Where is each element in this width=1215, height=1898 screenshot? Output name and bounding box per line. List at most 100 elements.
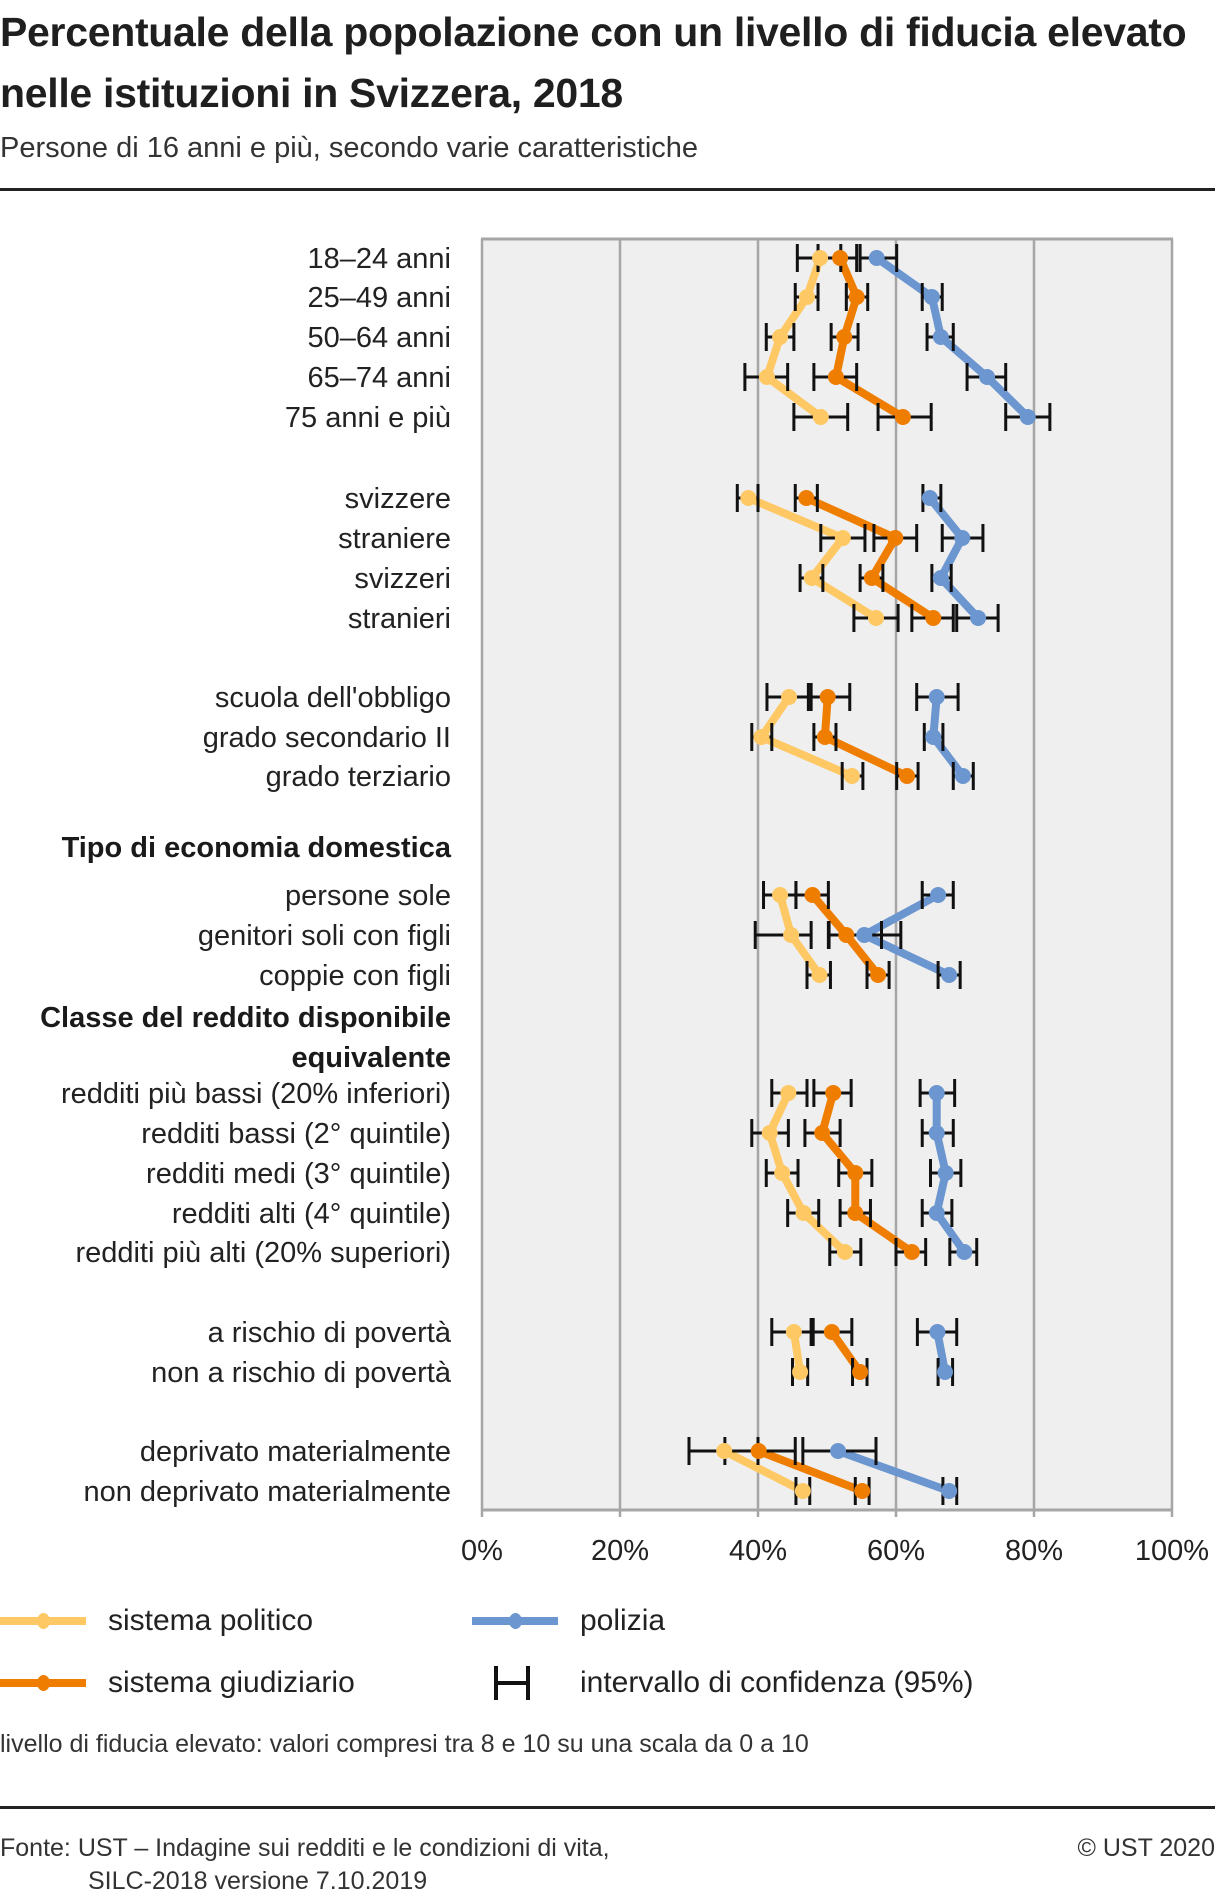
data-point-judicial: [819, 689, 836, 705]
group-header: equivalente: [291, 1042, 451, 1074]
data-point-judicial: [887, 530, 904, 546]
data-point-political: [803, 570, 820, 586]
data-point-judicial: [832, 250, 849, 266]
row-label: svizzeri: [354, 563, 451, 595]
chart-svg: 18–24 anni 25–49 anni 50–64 anni 65–74 anni…: [40, 237, 1209, 1567]
row-label: non a rischio di povertà: [151, 1357, 452, 1389]
data-point-judicial: [827, 369, 844, 385]
data-point-judicial: [847, 1165, 864, 1181]
data-point-judicial: [903, 1244, 920, 1260]
data-point-judicial: [798, 490, 815, 506]
data-point-police: [932, 329, 949, 345]
data-point-political: [794, 1483, 811, 1499]
data-point-police: [936, 1364, 953, 1380]
legend-item-political: sistema politico: [0, 1601, 313, 1641]
data-point-police: [970, 610, 987, 626]
data-point-police: [868, 250, 885, 266]
data-point-judicial: [925, 610, 942, 626]
data-point-political: [781, 689, 798, 705]
data-point-police: [932, 570, 949, 586]
series-line-police: [834, 1447, 954, 1495]
row-label: grado secondario II: [203, 722, 451, 754]
data-point-political: [783, 927, 800, 943]
series-line-judicial: [754, 1447, 867, 1495]
legend-swatch-political: [0, 1613, 86, 1629]
row-label: 50–64 anni: [307, 322, 451, 354]
row-label: 25–49 anni: [307, 282, 451, 314]
data-point-political: [758, 369, 775, 385]
series-line-political: [744, 494, 880, 622]
data-point-judicial: [854, 1483, 871, 1499]
legend-label-judicial: sistema giudiziario: [108, 1666, 355, 1699]
data-point-police: [956, 1244, 973, 1260]
data-point-political: [780, 1085, 797, 1101]
x-tick-label: 60%: [867, 1535, 925, 1567]
data-point-judicial: [899, 768, 916, 784]
header-divider: [0, 188, 1215, 191]
data-point-political: [811, 967, 828, 983]
row-label: straniere: [338, 523, 451, 555]
data-points: [716, 250, 1036, 1499]
row-labels: 18–24 anni 25–49 anni 50–64 anni 65–74 anni…: [40, 243, 452, 1508]
data-point-political: [740, 490, 757, 506]
x-tick-label: 80%: [1005, 1535, 1063, 1567]
data-point-police: [1019, 409, 1036, 425]
data-point-political: [774, 1165, 791, 1181]
row-label: 18–24 anni: [307, 243, 451, 275]
row-label: svizzere: [345, 483, 451, 515]
data-point-police: [954, 768, 971, 784]
data-point-police: [923, 289, 940, 305]
row-label: grado terziario: [266, 761, 451, 793]
data-point-police: [830, 1443, 847, 1459]
legend-item-police: polizia: [472, 1601, 665, 1641]
row-label: redditi alti (4° quintile): [172, 1198, 451, 1230]
series-line-political: [720, 1447, 807, 1495]
data-point-political: [836, 1244, 853, 1260]
data-point-judicial: [750, 1443, 767, 1459]
data-point-political: [772, 887, 789, 903]
data-point-political: [812, 250, 829, 266]
data-point-political: [753, 729, 770, 745]
legend-swatch-police: [472, 1613, 558, 1629]
data-point-political: [798, 289, 815, 305]
data-point-political: [792, 1364, 809, 1380]
data-point-judicial: [894, 409, 911, 425]
data-point-judicial: [863, 570, 880, 586]
series-line-judicial: [827, 1328, 865, 1376]
data-point-police: [929, 1324, 946, 1340]
data-point-political: [812, 409, 829, 425]
x-axis: 0% 20% 40% 60% 80% 100%: [461, 1535, 1209, 1567]
data-point-police: [979, 369, 996, 385]
row-label: 65–74 anni: [307, 362, 451, 394]
row-label: coppie con figli: [259, 960, 451, 992]
source-line-1: Fonte: UST – Indagine sui redditi e le c…: [0, 1834, 610, 1862]
series-line-judicial: [802, 494, 938, 622]
legend-label-political: sistema politico: [108, 1604, 314, 1637]
data-point-judicial: [814, 1125, 831, 1141]
group-header: Tipo di economia domestica: [62, 832, 452, 864]
confidence-interval-icon: [494, 1666, 530, 1700]
legend-swatch-judicial: [0, 1675, 86, 1691]
data-point-police: [928, 1205, 945, 1221]
chart-title: Percentuale della popolazione con un liv…: [0, 9, 1187, 116]
source-note: Fonte: UST – Indagine sui redditi e le c…: [0, 1832, 610, 1898]
row-label: non deprivato materialmente: [83, 1476, 451, 1508]
data-point-judicial: [816, 729, 833, 745]
data-point-political: [716, 1443, 733, 1459]
row-label: persone sole: [285, 880, 451, 912]
row-label: genitori soli con figli: [198, 920, 451, 952]
chart-subtitle: Persone di 16 anni e più, secondo varie …: [0, 132, 699, 164]
row-label: redditi bassi (2° quintile): [141, 1118, 451, 1150]
row-label: 75 anni e più: [285, 402, 451, 434]
footnote: livello di fiducia elevato: valori compr…: [0, 1730, 809, 1758]
data-point-police: [954, 530, 971, 546]
data-point-judicial: [847, 1205, 864, 1221]
x-tick-label: 40%: [729, 1535, 787, 1567]
data-point-judicial: [825, 1085, 842, 1101]
data-point-judicial: [836, 329, 853, 345]
data-point-police: [856, 927, 873, 943]
data-point-police: [921, 490, 938, 506]
source-line-2: SILC-2018 versione 7.10.2019: [88, 1867, 428, 1895]
plot-area: [482, 239, 1172, 1510]
data-point-judicial: [838, 927, 855, 943]
